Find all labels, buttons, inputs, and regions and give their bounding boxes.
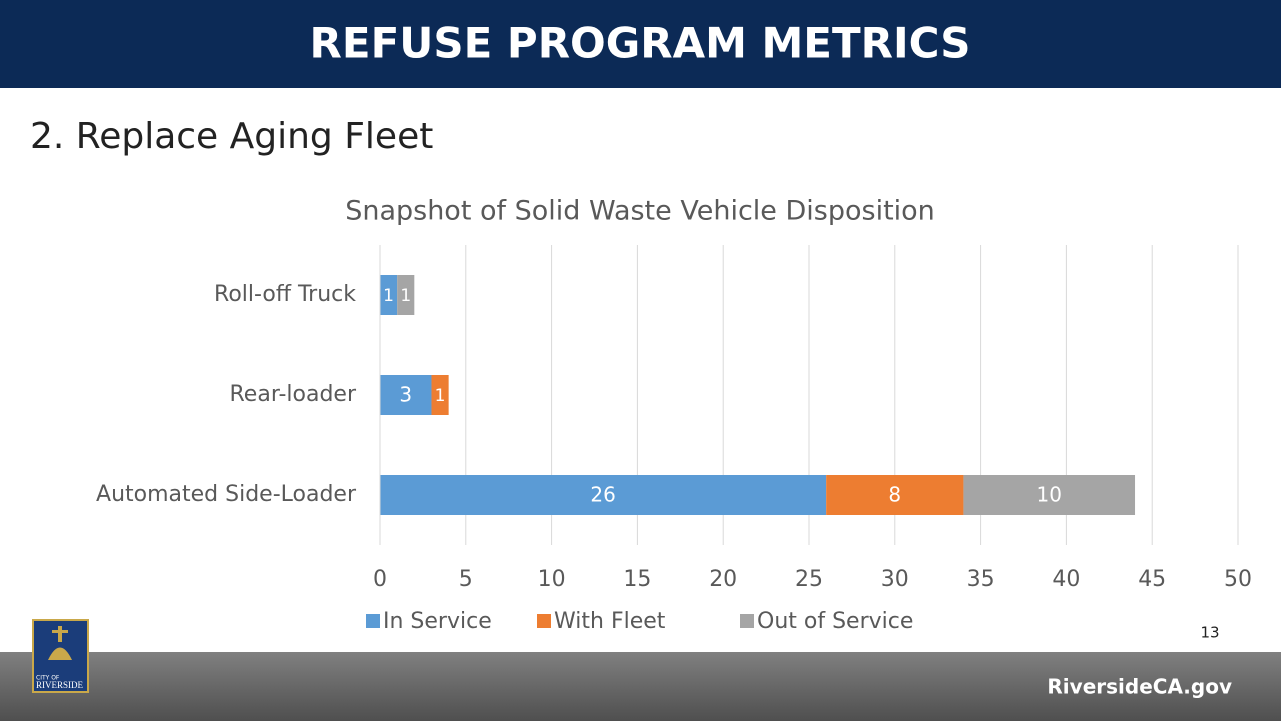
legend-swatch [366, 614, 380, 628]
x-tick-label: 45 [1138, 567, 1166, 592]
data-label: 26 [590, 483, 615, 507]
x-tick-label: 50 [1224, 567, 1252, 592]
y-tick-label: Roll-off Truck [214, 282, 356, 307]
bar-segment [380, 375, 432, 415]
x-tick-label: 30 [881, 567, 909, 592]
y-tick-label: Rear-loader [230, 382, 357, 407]
legend-label: With Fleet [554, 609, 666, 634]
legend-label: Out of Service [757, 609, 913, 634]
footer-url: RiversideCA.gov [1047, 675, 1232, 699]
legend-swatch [537, 614, 551, 628]
x-tick-label: 40 [1052, 567, 1080, 592]
chart-title: Snapshot of Solid Waste Vehicle Disposit… [345, 196, 935, 227]
logo-cross-bar [52, 630, 68, 633]
subtitle: 2. Replace Aging Fleet [30, 116, 433, 157]
logo: CITY OF RIVERSIDE [32, 619, 89, 693]
header-title: REFUSE PROGRAM METRICS [310, 19, 971, 68]
logo-text: RIVERSIDE [36, 680, 84, 690]
x-tick-label: 0 [373, 567, 387, 592]
logo-text: CITY OF [36, 675, 60, 682]
data-label: 8 [888, 483, 901, 507]
data-label: 3 [399, 383, 412, 407]
header-bar [0, 0, 1281, 88]
bar-segment [963, 475, 1136, 515]
bar-segment [397, 275, 415, 315]
y-tick-label: Automated Side-Loader [96, 482, 357, 507]
x-tick-label: 20 [709, 567, 737, 592]
bar-segment [431, 375, 449, 415]
legend-label: In Service [383, 609, 492, 634]
x-tick-label: 10 [538, 567, 566, 592]
data-label: 1 [400, 286, 411, 306]
legend-swatch [740, 614, 754, 628]
bar-segment [826, 475, 964, 515]
x-tick-label: 35 [967, 567, 995, 592]
x-tick-label: 5 [459, 567, 473, 592]
bar-segment [380, 275, 398, 315]
x-tick-label: 25 [795, 567, 823, 592]
data-label: 1 [435, 386, 446, 406]
data-label: 1 [383, 286, 394, 306]
logo-bell [48, 647, 72, 660]
bar-segment [380, 475, 827, 515]
page-number: 13 [1200, 624, 1219, 642]
data-label: 10 [1037, 483, 1062, 507]
x-tick-label: 15 [623, 567, 651, 592]
footer-bar [0, 652, 1281, 721]
logo-cross [58, 626, 62, 642]
